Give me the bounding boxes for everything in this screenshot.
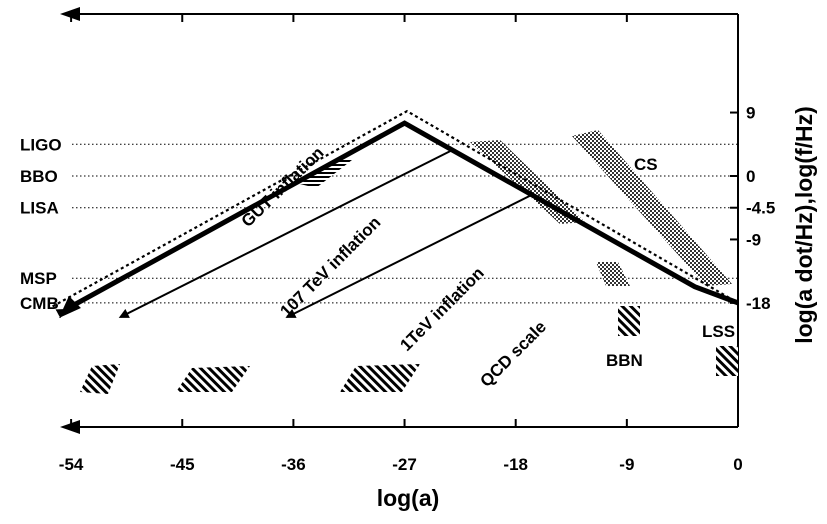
cmb-hatch-1 bbox=[80, 364, 120, 394]
y-ticks: 9 0 -4.5 -9 -18 bbox=[730, 104, 775, 313]
band-lines bbox=[72, 143, 738, 304]
y-tick-label: 0 bbox=[746, 167, 755, 186]
band-label-bbo: BBO bbox=[20, 167, 58, 186]
inflation-arrow-2 bbox=[285, 192, 535, 318]
annotation-1tev-inflation: 1TeV inflation bbox=[396, 263, 487, 354]
y-tick-label: -4.5 bbox=[746, 199, 775, 218]
y-tick-label: 9 bbox=[746, 104, 755, 123]
y-tick-label: -9 bbox=[746, 230, 761, 249]
x-tick-label: -18 bbox=[503, 455, 528, 474]
inflation-arrow-1 bbox=[118, 148, 455, 318]
bbo-hatch bbox=[300, 158, 352, 188]
y-axis-title: log(a dot/Hz),log(f/Hz) bbox=[791, 106, 817, 344]
x-axis-arrow bbox=[60, 420, 80, 434]
band-label-ligo: LIGO bbox=[20, 135, 62, 154]
x-tick-label: -36 bbox=[281, 455, 306, 474]
x-tick-label: 0 bbox=[733, 455, 742, 474]
ligo-band-hatch bbox=[470, 140, 585, 224]
annotation-lss: LSS bbox=[702, 322, 735, 341]
band-label-cmb: CMB bbox=[20, 294, 59, 313]
y-tick-label: -18 bbox=[746, 294, 771, 313]
annotation-cs: CS bbox=[634, 155, 658, 174]
x-axis-title: log(a) bbox=[377, 485, 440, 511]
annotation-bbn: BBN bbox=[606, 351, 643, 370]
series-line-dotted bbox=[52, 109, 739, 308]
band-label-lisa: LISA bbox=[20, 199, 59, 218]
series-arrowhead bbox=[58, 295, 81, 318]
x-tick-label: -9 bbox=[619, 455, 634, 474]
lss-hatch bbox=[716, 346, 738, 376]
cs-band bbox=[572, 130, 732, 286]
x-ticks: -54 -45 -36 -27 -18 -9 0 bbox=[59, 14, 743, 474]
series-line-thick bbox=[55, 120, 739, 319]
x-tick-label: -45 bbox=[170, 455, 195, 474]
bbn-hatch bbox=[618, 306, 640, 336]
hatch-regions bbox=[80, 130, 738, 394]
cmb-hatch-2 bbox=[176, 366, 250, 392]
annotation-107tev-inflation: 107 TeV inflation bbox=[276, 213, 384, 321]
cmb-hatch-3 bbox=[340, 364, 420, 392]
msp-hatch bbox=[596, 262, 630, 286]
x-tick-label: -27 bbox=[392, 455, 417, 474]
x-tick-label: -54 bbox=[59, 455, 84, 474]
inflation-lines bbox=[118, 148, 535, 318]
band-label-msp: MSP bbox=[20, 269, 57, 288]
annotation-qcd-scale: QCD scale bbox=[476, 317, 550, 391]
series bbox=[52, 109, 739, 319]
top-axis-arrow bbox=[60, 7, 80, 21]
band-labels: LIGO BBO LISA MSP CMB bbox=[20, 135, 62, 313]
